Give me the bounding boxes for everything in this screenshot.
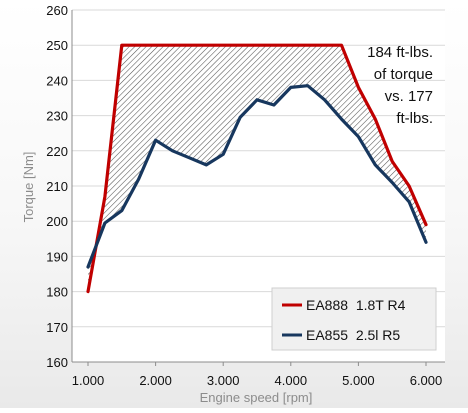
tick-labels: 160 170 180 190 200 210 220 230 240 250 260 1.000 2.…: [46, 3, 442, 388]
y-tick-label-230: 230: [46, 109, 68, 124]
x-tick-label-5000: 5.000: [342, 373, 375, 388]
hatched-fill: [88, 45, 426, 292]
series-line-1: [86, 84, 428, 269]
annotation-line-4: ft-lbs.: [396, 110, 433, 127]
y-tick-label-170: 170: [46, 320, 68, 335]
series-line-0: [86, 43, 428, 294]
series-lines: [86, 43, 428, 294]
axes: [71, 10, 445, 366]
annotation-line-3: vs. 177: [385, 88, 433, 105]
y-axis-label: Torque [Nm]: [21, 152, 36, 223]
y-tick-label-190: 190: [46, 249, 68, 264]
annotation-line-2: of torque: [374, 66, 433, 83]
x-tick-label-2000: 2.000: [139, 373, 172, 388]
x-tick-label-1000: 1.000: [72, 373, 105, 388]
y-tick-label-200: 200: [46, 214, 68, 229]
legend: EA888 1.8T R4 EA855 2.5l R5: [271, 287, 437, 351]
y-tick-label-240: 240: [46, 73, 68, 88]
annotation: 184 ft-lbs. of torque vs. 177 ft-lbs.: [367, 44, 433, 127]
x-tick-label-4000: 4.000: [275, 373, 308, 388]
y-tick-label-180: 180: [46, 285, 68, 300]
x-tick-label-6000: 6.000: [410, 373, 443, 388]
y-tick-label-260: 260: [46, 3, 68, 18]
legend-label-ea855: EA855 2.5l R5: [306, 327, 400, 343]
x-axis-label: Engine speed [rpm]: [200, 390, 313, 405]
annotation-line-1: 184 ft-lbs.: [367, 44, 433, 61]
legend-box: [271, 287, 437, 351]
y-tick-label-160: 160: [46, 355, 68, 370]
hatched-area: [88, 45, 426, 292]
legend-label-ea888: EA888 1.8T R4: [306, 297, 406, 313]
y-tick-label-220: 220: [46, 144, 68, 159]
y-tick-label-250: 250: [46, 38, 68, 53]
y-tick-label-210: 210: [46, 179, 68, 194]
x-tick-label-3000: 3.000: [207, 373, 240, 388]
